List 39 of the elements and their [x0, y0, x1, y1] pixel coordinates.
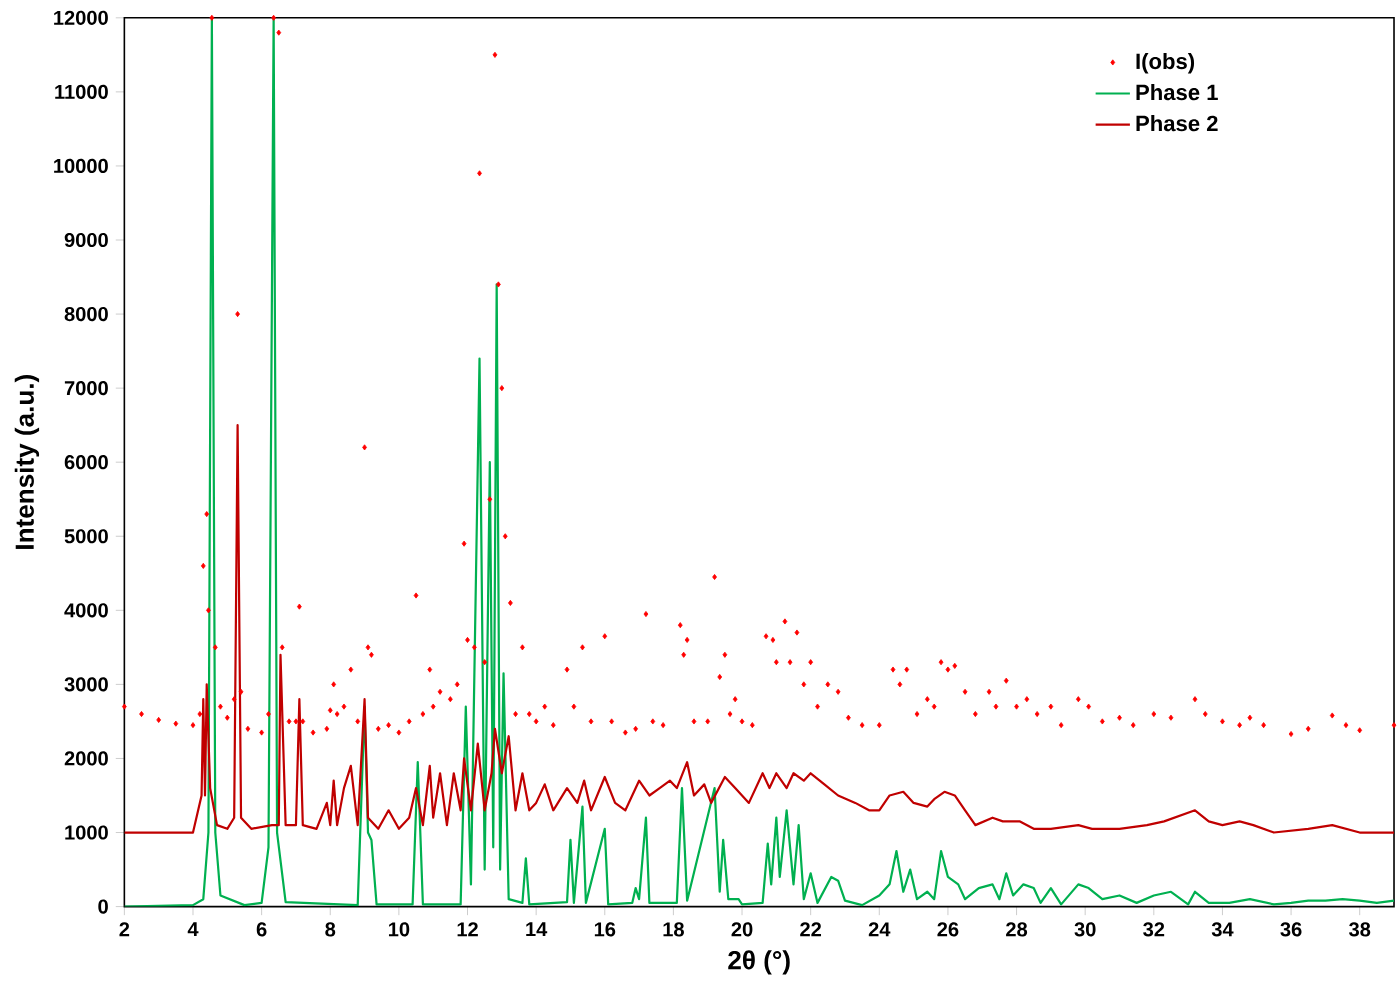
- x-tick-label: 34: [1211, 922, 1234, 937]
- y-tick-label: 11000: [55, 84, 108, 99]
- x-tick-label: 28: [1006, 922, 1028, 937]
- line-series: [124, 17, 1395, 907]
- y-tick-label: 2000: [64, 751, 108, 766]
- x-tick-label: 14: [526, 922, 548, 936]
- x-tick-label: 24: [868, 922, 891, 937]
- x-tick-label: 18: [663, 922, 684, 937]
- x-tick-label: 32: [1143, 922, 1165, 937]
- x-tick-label: 16: [594, 922, 616, 937]
- legend-label: Phase 2: [1136, 114, 1218, 132]
- x-tick-label: 4: [187, 922, 199, 936]
- y-axis-title: Intensity (a.u.): [14, 374, 40, 549]
- x-tick-label: 8: [325, 922, 336, 937]
- x-tick-label: 12: [457, 922, 478, 937]
- y-tick-label: 6000: [64, 454, 108, 470]
- y-tick-label: 0: [98, 899, 108, 914]
- legend-label: Phase 1: [1136, 83, 1218, 101]
- x-tick-label: 38: [1349, 922, 1371, 937]
- x-tick-label: 22: [800, 922, 822, 937]
- y-tick-label: 5000: [64, 529, 108, 544]
- x-tick-label: 36: [1280, 922, 1302, 937]
- y-tick-label: 10000: [54, 158, 108, 173]
- y-tick-label: 4000: [64, 603, 108, 618]
- x-tick-label: 10: [388, 922, 410, 937]
- x-tick-label: 30: [1074, 922, 1096, 937]
- x-axis-title: 2θ (°): [728, 950, 790, 975]
- y-tick-label: 3000: [64, 677, 108, 692]
- line-series: [124, 423, 1395, 834]
- x-tick-label: 26: [937, 922, 959, 937]
- legend-label: I(obs): [1136, 52, 1195, 74]
- y-tick-label: 12000: [54, 10, 108, 25]
- x-tick-label: 2: [119, 922, 130, 937]
- x-tick-label: 6: [256, 922, 267, 937]
- y-tick-label: 7000: [64, 380, 108, 396]
- y-tick-label: 8000: [64, 306, 108, 322]
- x-tick-label: 20: [731, 922, 753, 937]
- y-tick-label: 9000: [64, 232, 108, 247]
- y-tick-label: 1000: [65, 825, 108, 840]
